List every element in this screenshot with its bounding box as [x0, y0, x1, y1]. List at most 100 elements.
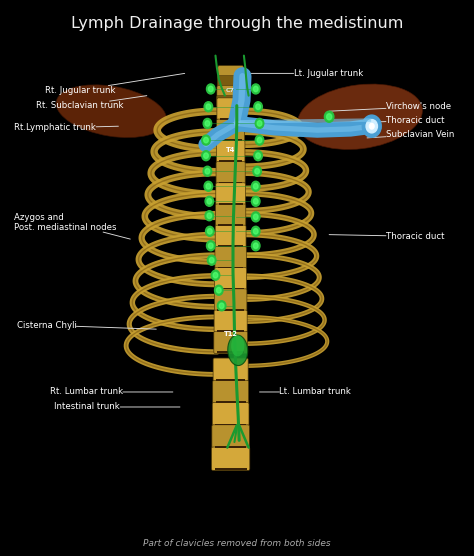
- Circle shape: [252, 241, 260, 251]
- FancyBboxPatch shape: [217, 96, 245, 107]
- FancyBboxPatch shape: [219, 182, 243, 183]
- FancyBboxPatch shape: [218, 66, 244, 77]
- FancyBboxPatch shape: [217, 119, 245, 141]
- Circle shape: [256, 104, 260, 110]
- Circle shape: [255, 118, 264, 128]
- Text: Cisterna Chyli: Cisterna Chyli: [17, 321, 156, 330]
- Circle shape: [369, 123, 374, 129]
- Circle shape: [205, 121, 210, 126]
- Circle shape: [254, 229, 258, 234]
- Circle shape: [257, 121, 262, 126]
- FancyBboxPatch shape: [214, 310, 247, 332]
- Ellipse shape: [56, 85, 166, 137]
- Circle shape: [252, 181, 260, 191]
- Circle shape: [208, 229, 212, 234]
- Circle shape: [256, 153, 260, 158]
- Circle shape: [327, 114, 332, 120]
- Circle shape: [202, 135, 210, 145]
- Circle shape: [255, 168, 259, 174]
- FancyBboxPatch shape: [213, 380, 248, 404]
- Circle shape: [206, 183, 211, 189]
- Circle shape: [217, 287, 221, 293]
- FancyBboxPatch shape: [218, 266, 244, 268]
- FancyBboxPatch shape: [219, 224, 243, 226]
- FancyBboxPatch shape: [212, 425, 249, 448]
- Text: Rt.Lymphatic trunk: Rt.Lymphatic trunk: [14, 123, 118, 132]
- FancyBboxPatch shape: [216, 401, 246, 403]
- Circle shape: [204, 153, 209, 158]
- Text: Rt. Jugular trunk: Rt. Jugular trunk: [45, 73, 185, 95]
- FancyBboxPatch shape: [217, 351, 245, 353]
- Circle shape: [204, 137, 209, 143]
- Circle shape: [207, 198, 212, 204]
- FancyBboxPatch shape: [219, 139, 242, 141]
- Ellipse shape: [228, 335, 248, 365]
- Circle shape: [252, 212, 260, 222]
- Circle shape: [254, 151, 263, 161]
- FancyBboxPatch shape: [218, 288, 244, 290]
- FancyBboxPatch shape: [218, 245, 243, 247]
- Circle shape: [202, 151, 210, 161]
- Text: Rt. Lumbar trunk: Rt. Lumbar trunk: [50, 388, 173, 396]
- Text: Virchow's node: Virchow's node: [329, 102, 451, 111]
- Text: Thoracic duct: Thoracic duct: [329, 232, 445, 241]
- Circle shape: [211, 270, 220, 280]
- Circle shape: [255, 135, 264, 145]
- FancyBboxPatch shape: [216, 379, 245, 381]
- Text: Subclavian Vein: Subclavian Vein: [367, 130, 455, 139]
- FancyBboxPatch shape: [215, 246, 246, 269]
- Text: Rt. Subclavian trunk: Rt. Subclavian trunk: [36, 96, 147, 110]
- Circle shape: [210, 257, 214, 263]
- Circle shape: [254, 198, 258, 204]
- Circle shape: [254, 214, 258, 220]
- FancyBboxPatch shape: [217, 86, 245, 97]
- Circle shape: [218, 301, 226, 311]
- Text: Part of clavicles removed from both sides: Part of clavicles removed from both side…: [143, 539, 330, 548]
- Circle shape: [203, 166, 212, 176]
- Text: Lymph Drainage through the medistinum: Lymph Drainage through the medistinum: [71, 16, 403, 31]
- Circle shape: [207, 84, 215, 94]
- FancyBboxPatch shape: [214, 289, 247, 311]
- Circle shape: [366, 120, 377, 133]
- Text: Lt. Lumbar trunk: Lt. Lumbar trunk: [260, 388, 351, 396]
- Circle shape: [254, 86, 258, 92]
- Circle shape: [209, 86, 213, 92]
- Circle shape: [215, 285, 223, 295]
- Circle shape: [203, 118, 212, 128]
- FancyBboxPatch shape: [215, 468, 246, 470]
- Circle shape: [206, 226, 214, 236]
- FancyBboxPatch shape: [217, 330, 244, 332]
- Circle shape: [252, 226, 260, 236]
- Circle shape: [254, 183, 258, 189]
- FancyBboxPatch shape: [216, 204, 246, 226]
- Circle shape: [213, 272, 218, 278]
- Circle shape: [324, 111, 334, 122]
- Circle shape: [209, 243, 213, 249]
- FancyBboxPatch shape: [217, 309, 244, 311]
- Circle shape: [205, 211, 214, 221]
- Circle shape: [204, 102, 213, 112]
- Text: Lt. Jugular trunk: Lt. Jugular trunk: [251, 69, 363, 78]
- Circle shape: [207, 241, 215, 251]
- FancyBboxPatch shape: [216, 183, 246, 205]
- Circle shape: [205, 196, 214, 206]
- FancyBboxPatch shape: [216, 162, 245, 184]
- FancyBboxPatch shape: [219, 161, 242, 162]
- Circle shape: [253, 166, 262, 176]
- Circle shape: [252, 196, 260, 206]
- Ellipse shape: [231, 335, 245, 356]
- FancyBboxPatch shape: [213, 358, 248, 381]
- FancyBboxPatch shape: [218, 76, 244, 87]
- Circle shape: [362, 115, 381, 137]
- Circle shape: [206, 104, 211, 110]
- FancyBboxPatch shape: [219, 203, 243, 205]
- Text: C7: C7: [226, 88, 235, 92]
- Circle shape: [254, 243, 258, 249]
- Text: Thoracic duct: Thoracic duct: [329, 116, 445, 125]
- FancyBboxPatch shape: [211, 447, 250, 470]
- Circle shape: [257, 137, 262, 143]
- Circle shape: [207, 213, 212, 219]
- FancyBboxPatch shape: [219, 118, 242, 120]
- FancyBboxPatch shape: [214, 331, 247, 354]
- FancyBboxPatch shape: [212, 403, 249, 426]
